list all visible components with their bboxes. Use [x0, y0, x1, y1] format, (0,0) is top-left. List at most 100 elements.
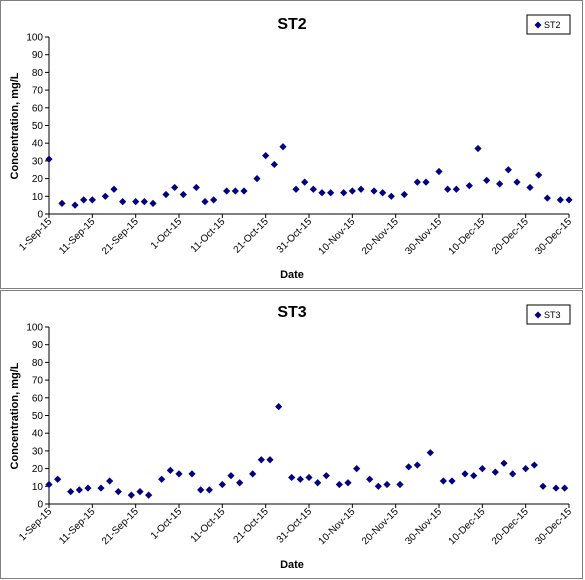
x-tick-label: 21-Oct-15: [232, 506, 272, 546]
data-point: [240, 187, 248, 195]
x-axis: 1-Sep-15 11-Sep-15 21-Sep-15 1-Oct-15 11-Oct…: [17, 503, 574, 547]
data-point: [223, 187, 231, 195]
y-tick-label: 100: [26, 323, 43, 334]
x-tick-label: 30-Nov-15: [403, 506, 444, 547]
data-point: [357, 185, 365, 193]
data-point: [396, 480, 404, 489]
data-point: [75, 486, 83, 494]
y-tick-label: 10: [32, 192, 44, 203]
x-tick-label: 11-Sep-15: [57, 216, 98, 257]
data-point: [257, 456, 265, 464]
y-tick-label: 50: [32, 121, 44, 132]
data-point: [275, 403, 283, 411]
data-point: [127, 491, 135, 499]
y-tick-label: 40: [32, 429, 44, 440]
data-point: [236, 479, 244, 487]
data-point: [270, 160, 278, 169]
data-point: [262, 151, 270, 160]
data-point: [166, 466, 174, 474]
data-point: [535, 171, 543, 179]
y-axis-title: Concentration, mg/L: [9, 362, 21, 469]
y-tick-label: 90: [32, 50, 44, 61]
y-tick-label: 30: [32, 156, 44, 167]
data-point: [301, 178, 309, 186]
x-tick-label: 20-Nov-15: [360, 506, 401, 547]
y-tick-label: 60: [32, 103, 44, 114]
data-point: [106, 477, 114, 485]
data-point: [474, 144, 482, 153]
y-tick-label: 80: [32, 68, 44, 79]
data-point: [400, 190, 408, 199]
data-point: [340, 189, 348, 197]
data-point: [483, 176, 491, 184]
x-tick-label: 21-Sep-15: [100, 506, 141, 547]
x-tick-label: 31-Oct-15: [275, 506, 315, 546]
data-point: [253, 175, 261, 183]
data-point: [45, 155, 53, 163]
y-tick-label: 20: [32, 174, 44, 185]
data-point: [314, 479, 322, 487]
y-tick-label: 80: [32, 358, 44, 369]
data-point: [292, 185, 300, 193]
chart-title: ST3: [277, 304, 306, 321]
y-axis: 0 10 20 30 40 50 60 70 80 90 100: [26, 323, 50, 511]
data-point: [45, 480, 53, 489]
data-point: [192, 183, 200, 192]
data-point: [496, 180, 504, 188]
legend: ST3: [526, 304, 571, 325]
data-point: [54, 475, 62, 483]
x-tick-label: 10-Nov-15: [317, 506, 358, 547]
x-tick-label: 30-Dec-15: [533, 506, 574, 547]
y-tick-label: 70: [32, 376, 44, 387]
data-point: [227, 472, 235, 480]
data-point: [140, 198, 148, 206]
x-tick-label: 30-Dec-15: [533, 216, 574, 257]
x-tick-label: 10-Nov-15: [317, 216, 358, 257]
data-point: [136, 488, 144, 496]
data-series-st2: [45, 143, 573, 209]
x-tick-label: 11-Oct-15: [189, 506, 228, 545]
data-point: [119, 198, 127, 206]
legend: ST2: [526, 14, 571, 35]
x-tick-label: 11-Oct-15: [189, 216, 228, 255]
data-point: [461, 470, 469, 478]
x-tick-label: 30-Nov-15: [403, 216, 444, 257]
y-tick-label: 20: [32, 464, 44, 475]
data-point: [561, 484, 569, 492]
y-tick-label: 70: [32, 86, 44, 97]
legend-marker: [534, 21, 542, 29]
y-tick-label: 50: [32, 411, 44, 422]
data-point: [370, 187, 378, 195]
x-tick-label: 31-Oct-15: [275, 216, 315, 256]
data-point: [110, 185, 118, 193]
data-point: [67, 488, 75, 496]
data-point: [539, 482, 547, 490]
data-point: [188, 470, 196, 478]
data-point: [101, 192, 109, 200]
data-point: [249, 470, 257, 478]
data-point: [149, 199, 157, 207]
chart-panel-st3: ST3 ST3 0 10 20 30 40 50 60 70 80 90 100 1-Sep-15 1…: [0, 290, 583, 579]
x-axis-title: Date: [280, 269, 304, 281]
data-point: [504, 166, 512, 174]
data-point: [71, 201, 79, 209]
chart-panel-st2: ST2 ST2 0 10 20 30 40 50 60 70 80 90 100 1-Sep-15 1…: [0, 0, 583, 289]
y-axis-title: Concentration, mg/L: [9, 72, 21, 179]
x-tick-label: 20-Nov-15: [360, 216, 401, 257]
data-point: [88, 196, 96, 204]
data-point: [509, 470, 517, 478]
data-point: [344, 479, 352, 487]
data-point: [205, 486, 213, 494]
data-point: [422, 178, 430, 186]
y-tick-label: 60: [32, 393, 44, 404]
x-tick-label: 1-Sep-15: [17, 216, 54, 253]
legend-marker: [534, 311, 542, 319]
data-point: [353, 465, 361, 473]
data-point: [171, 183, 179, 192]
x-tick-label: 21-Sep-15: [100, 216, 141, 257]
legend-box: [526, 304, 571, 325]
data-point: [526, 183, 534, 192]
data-point: [175, 470, 183, 478]
data-point: [132, 198, 140, 206]
